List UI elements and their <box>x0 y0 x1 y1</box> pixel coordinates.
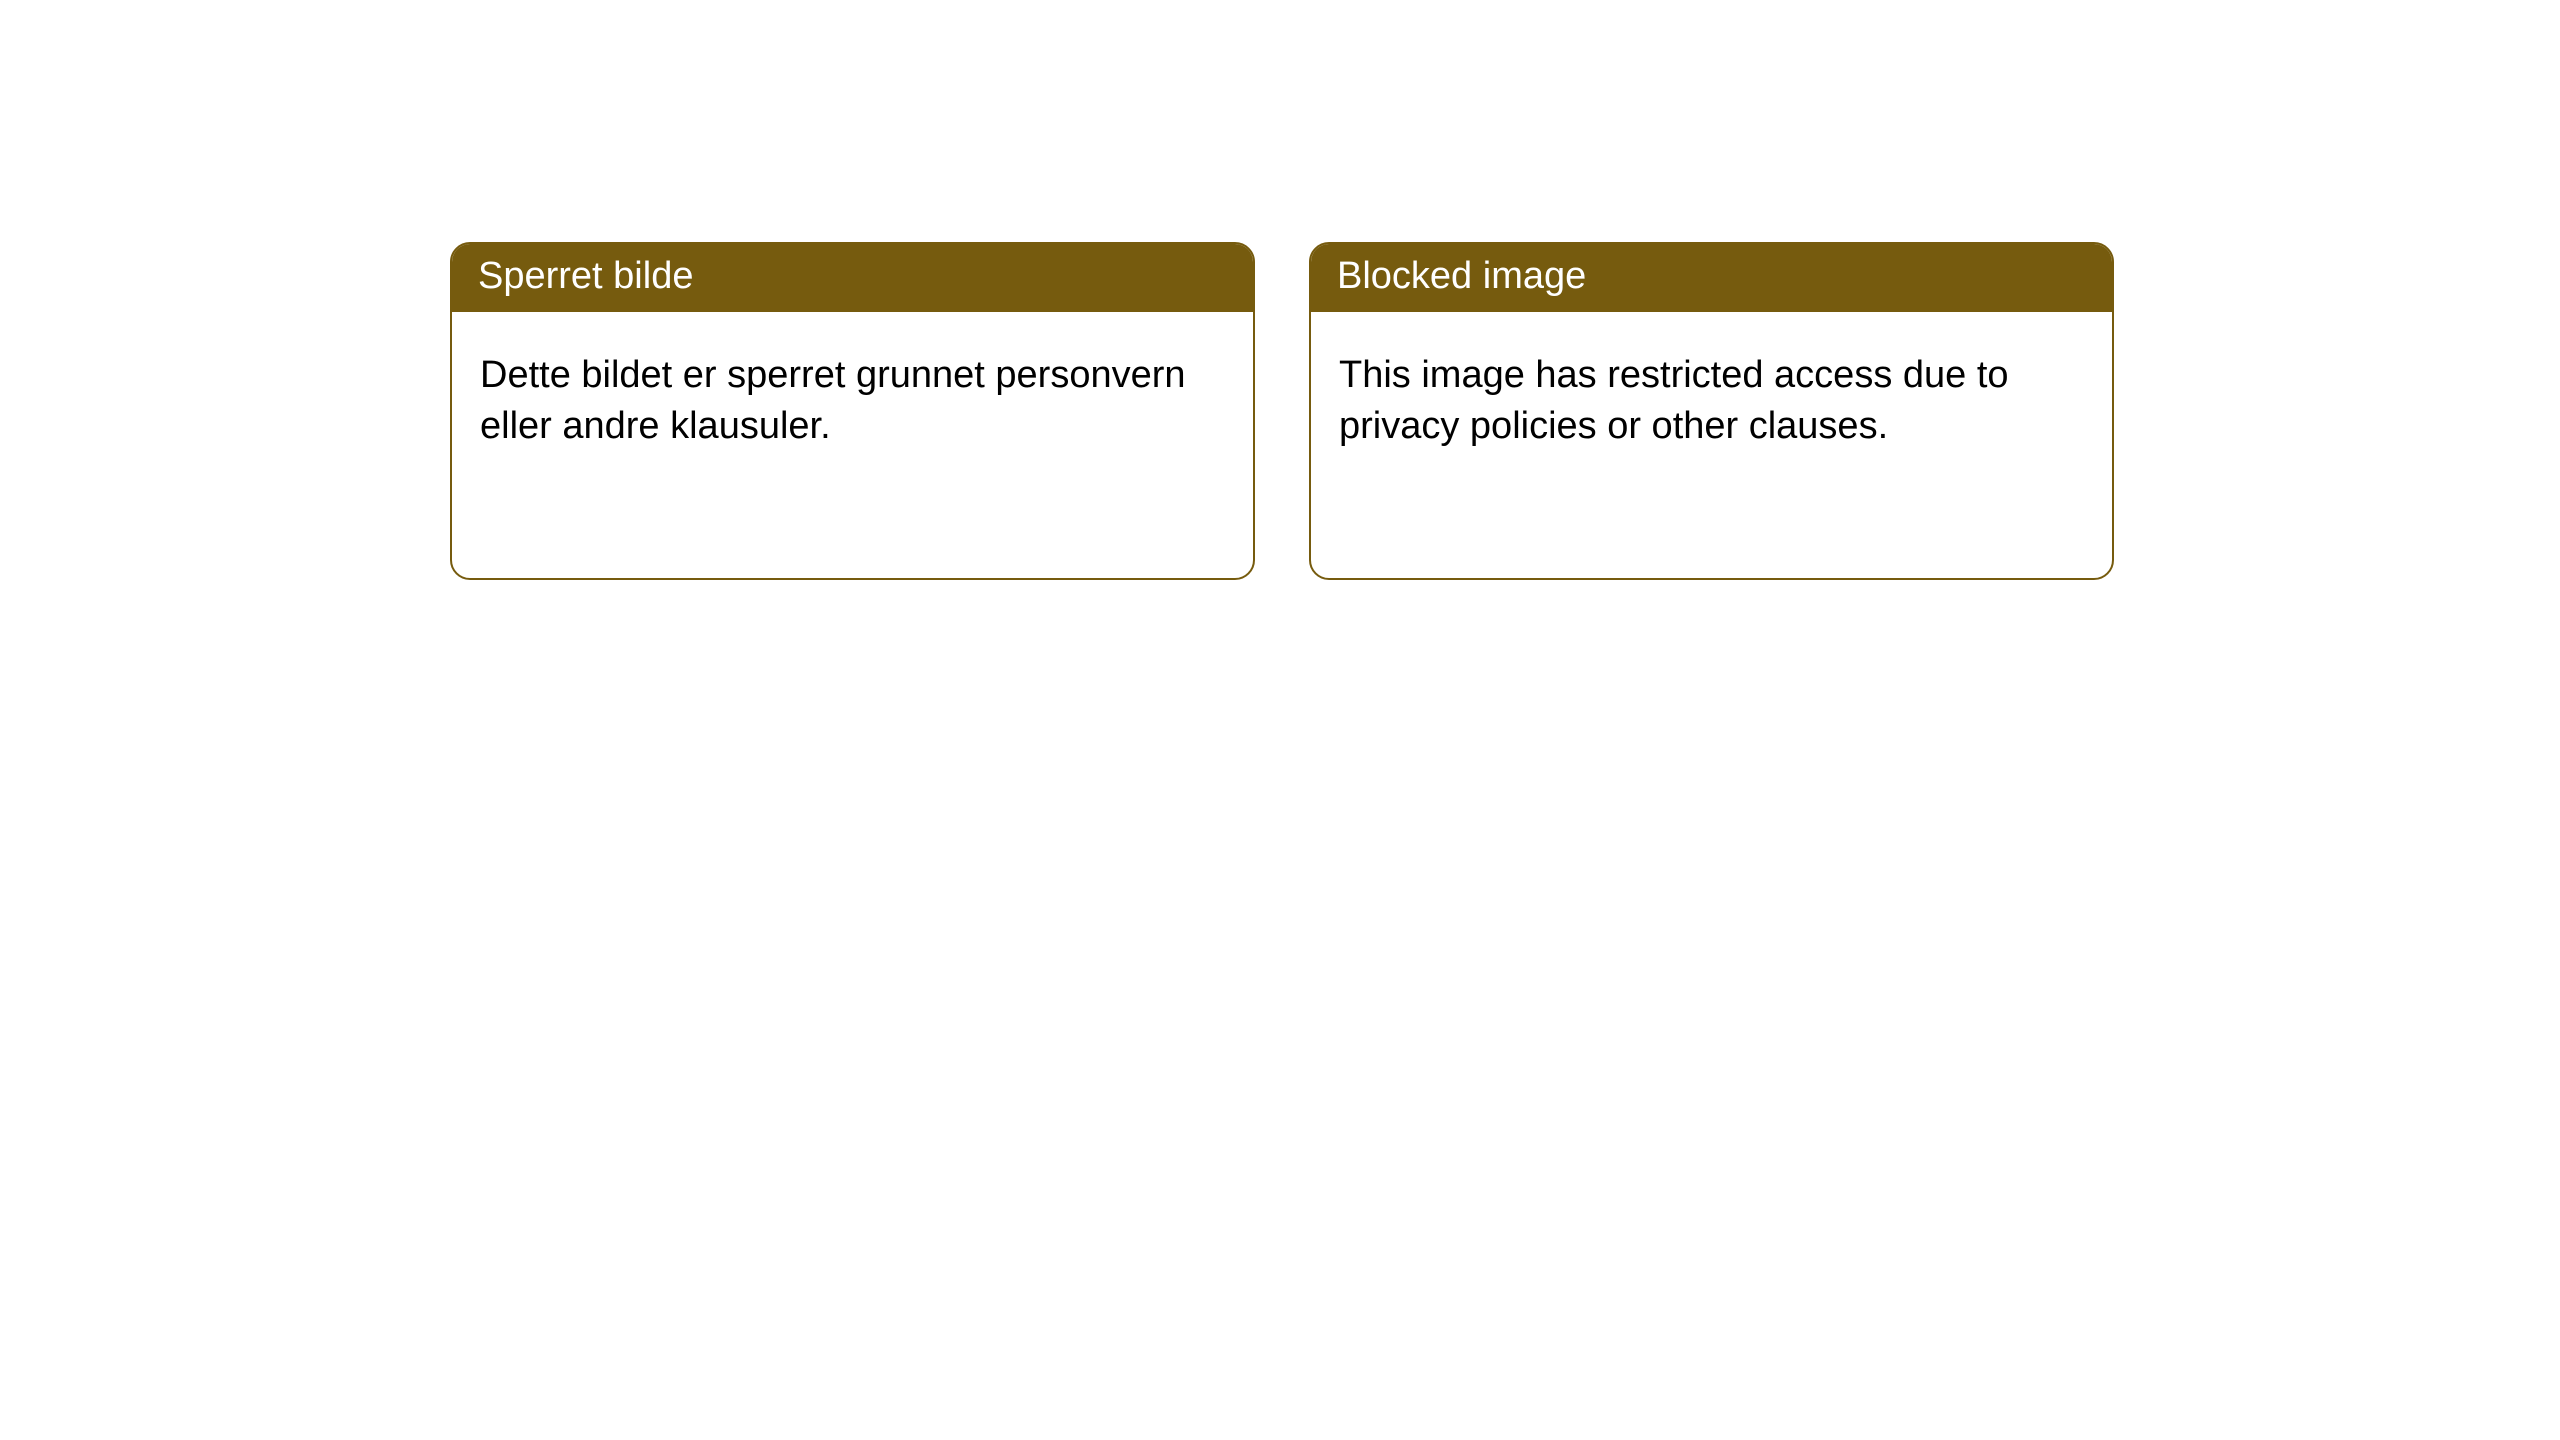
blocked-image-card-en: Blocked image This image has restricted … <box>1309 242 2114 580</box>
card-title: Sperret bilde <box>452 244 1253 312</box>
blocked-image-card-no: Sperret bilde Dette bildet er sperret gr… <box>450 242 1255 580</box>
card-body-text: This image has restricted access due to … <box>1311 312 2112 491</box>
notice-cards-container: Sperret bilde Dette bildet er sperret gr… <box>0 0 2560 580</box>
card-body-text: Dette bildet er sperret grunnet personve… <box>452 312 1253 491</box>
card-title: Blocked image <box>1311 244 2112 312</box>
